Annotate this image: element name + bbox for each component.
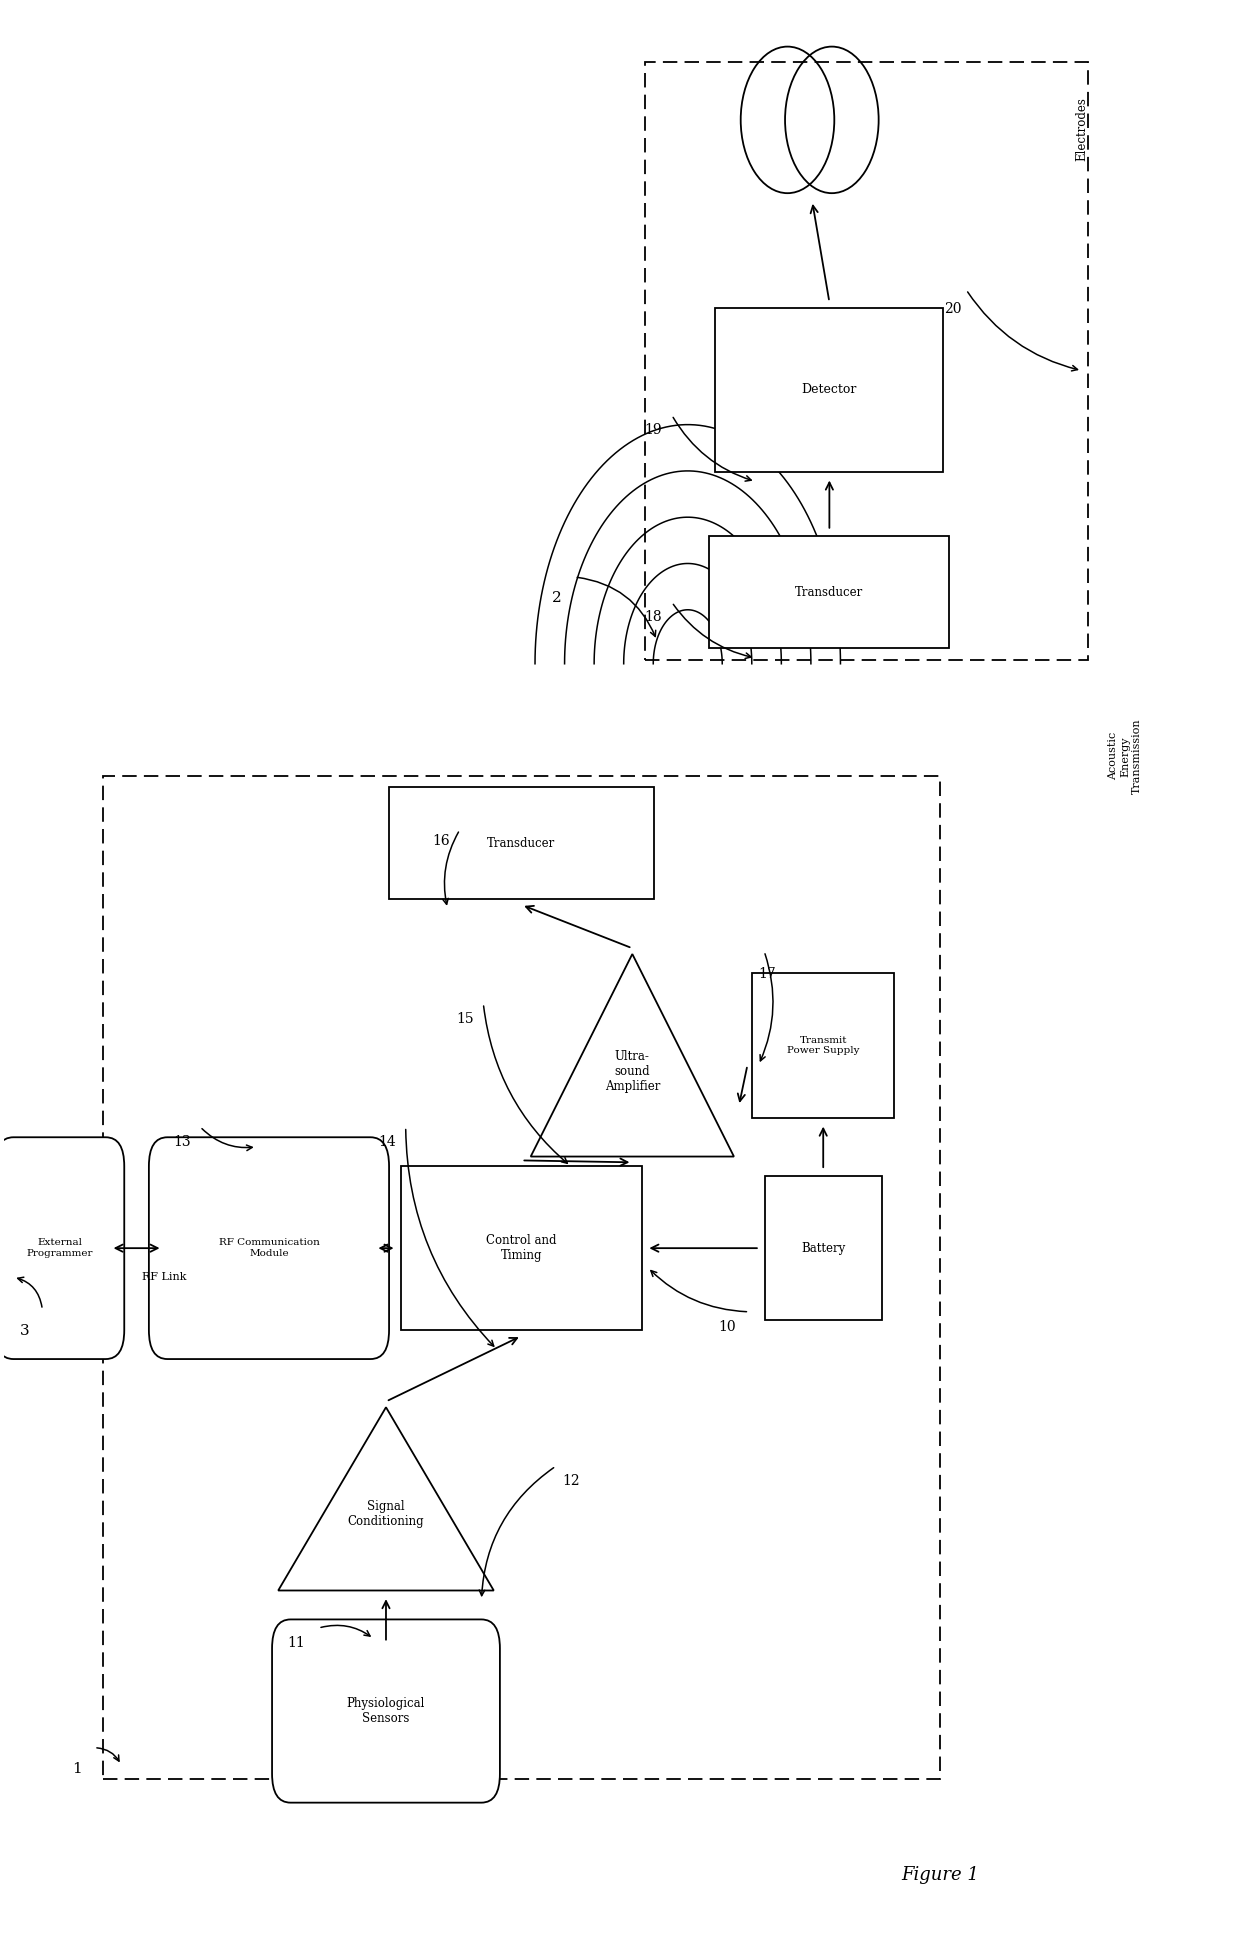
Text: Transducer: Transducer <box>795 585 863 599</box>
FancyArrowPatch shape <box>673 604 751 659</box>
Text: Battery: Battery <box>801 1242 846 1255</box>
FancyBboxPatch shape <box>753 972 894 1118</box>
Text: Control and
Timing: Control and Timing <box>486 1234 557 1263</box>
FancyArrowPatch shape <box>405 1129 494 1346</box>
FancyBboxPatch shape <box>272 1619 500 1803</box>
Text: 12: 12 <box>562 1474 580 1488</box>
Text: Electrodes: Electrodes <box>1075 97 1089 161</box>
FancyArrowPatch shape <box>673 416 751 480</box>
Text: 1: 1 <box>72 1763 82 1776</box>
Text: 20: 20 <box>944 302 961 316</box>
FancyBboxPatch shape <box>715 308 944 473</box>
Text: Signal
Conditioning: Signal Conditioning <box>347 1499 424 1528</box>
FancyBboxPatch shape <box>149 1137 389 1360</box>
Text: Transducer: Transducer <box>487 837 556 850</box>
Text: 18: 18 <box>645 610 662 624</box>
Text: 14: 14 <box>378 1135 397 1149</box>
Text: Detector: Detector <box>802 384 857 397</box>
FancyArrowPatch shape <box>967 292 1078 370</box>
FancyArrowPatch shape <box>577 577 656 637</box>
FancyArrowPatch shape <box>651 1271 746 1311</box>
FancyBboxPatch shape <box>765 1176 882 1321</box>
Polygon shape <box>278 1408 494 1590</box>
FancyArrowPatch shape <box>443 833 459 905</box>
Text: 2: 2 <box>552 591 562 604</box>
Text: RF Communication
Module: RF Communication Module <box>218 1238 320 1257</box>
FancyArrowPatch shape <box>202 1129 252 1151</box>
Text: 11: 11 <box>288 1637 305 1650</box>
FancyArrowPatch shape <box>484 1005 568 1164</box>
FancyArrowPatch shape <box>760 953 773 1061</box>
Text: 15: 15 <box>456 1011 474 1025</box>
FancyBboxPatch shape <box>709 537 950 649</box>
Text: Physiological
Sensors: Physiological Sensors <box>347 1697 425 1726</box>
Text: RF Link: RF Link <box>143 1273 186 1282</box>
Text: Ultra-
sound
Amplifier: Ultra- sound Amplifier <box>605 1050 660 1092</box>
Text: 3: 3 <box>20 1325 30 1338</box>
Text: 19: 19 <box>645 424 662 438</box>
FancyBboxPatch shape <box>402 1166 641 1331</box>
Text: 17: 17 <box>758 967 776 982</box>
FancyArrowPatch shape <box>321 1625 370 1637</box>
Text: Figure 1: Figure 1 <box>901 1865 980 1885</box>
Text: External
Programmer: External Programmer <box>26 1238 93 1257</box>
FancyArrowPatch shape <box>97 1747 119 1761</box>
Text: 10: 10 <box>718 1321 737 1335</box>
Text: 16: 16 <box>433 835 450 848</box>
Text: Acoustic
Energy
Transmission: Acoustic Energy Transmission <box>1109 719 1142 794</box>
Text: 13: 13 <box>172 1135 191 1149</box>
FancyArrowPatch shape <box>17 1276 42 1307</box>
Polygon shape <box>531 955 734 1156</box>
FancyBboxPatch shape <box>389 786 653 899</box>
FancyArrowPatch shape <box>479 1468 554 1596</box>
FancyBboxPatch shape <box>0 1137 124 1360</box>
Text: Transmit
Power Supply: Transmit Power Supply <box>787 1036 859 1056</box>
